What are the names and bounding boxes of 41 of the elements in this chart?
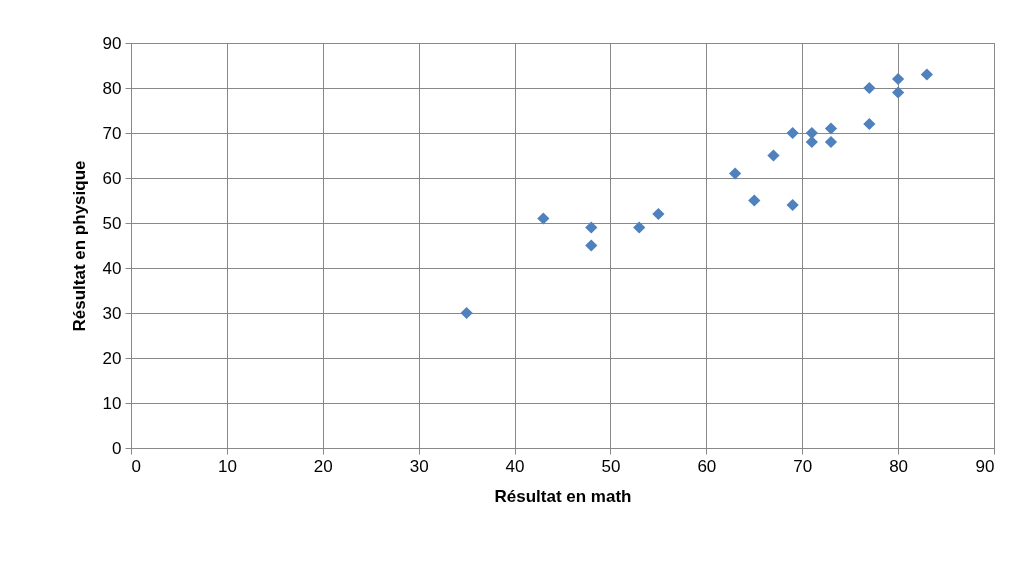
y-tick-label: 50 <box>102 213 122 233</box>
point <box>585 239 598 252</box>
x-tick-label: 20 <box>313 456 333 476</box>
x-tick-label: 80 <box>889 456 909 476</box>
point <box>767 149 780 162</box>
y-tick-label: 10 <box>102 393 122 413</box>
y-tick-label: 70 <box>102 123 122 143</box>
y-tick-label: 60 <box>102 168 122 188</box>
x-tick-label: 60 <box>697 456 717 476</box>
point <box>633 221 646 234</box>
y-tick-label: 90 <box>102 33 122 53</box>
y-tick-label: 80 <box>102 78 122 98</box>
point <box>824 122 838 135</box>
point <box>891 72 905 86</box>
x-tick-label: 30 <box>409 456 429 476</box>
x-tick-label: 70 <box>793 456 813 476</box>
point <box>460 306 473 320</box>
point <box>863 81 876 95</box>
point <box>585 221 598 234</box>
y-tick-label: 40 <box>102 258 122 278</box>
point <box>891 86 905 99</box>
x-axis-title: Résultat en math <box>494 486 632 506</box>
x-tick-label: 50 <box>601 456 621 476</box>
point <box>805 135 818 149</box>
point <box>786 198 799 212</box>
point <box>863 117 876 131</box>
point <box>652 207 665 221</box>
y-axis-title: Résultat en physique <box>69 160 89 332</box>
point <box>824 135 838 149</box>
y-tick-label: 0 <box>112 438 122 458</box>
x-tick-label: 40 <box>505 456 525 476</box>
y-tick-label: 20 <box>102 348 122 368</box>
point <box>728 167 742 180</box>
x-tick-label: 10 <box>217 456 237 476</box>
point <box>748 194 761 207</box>
point <box>786 126 799 140</box>
point <box>537 212 550 225</box>
point <box>920 68 933 81</box>
x-tick-label: 90 <box>975 456 995 476</box>
x-tick-label: 0 <box>131 456 141 476</box>
y-tick-label: 30 <box>102 303 122 323</box>
